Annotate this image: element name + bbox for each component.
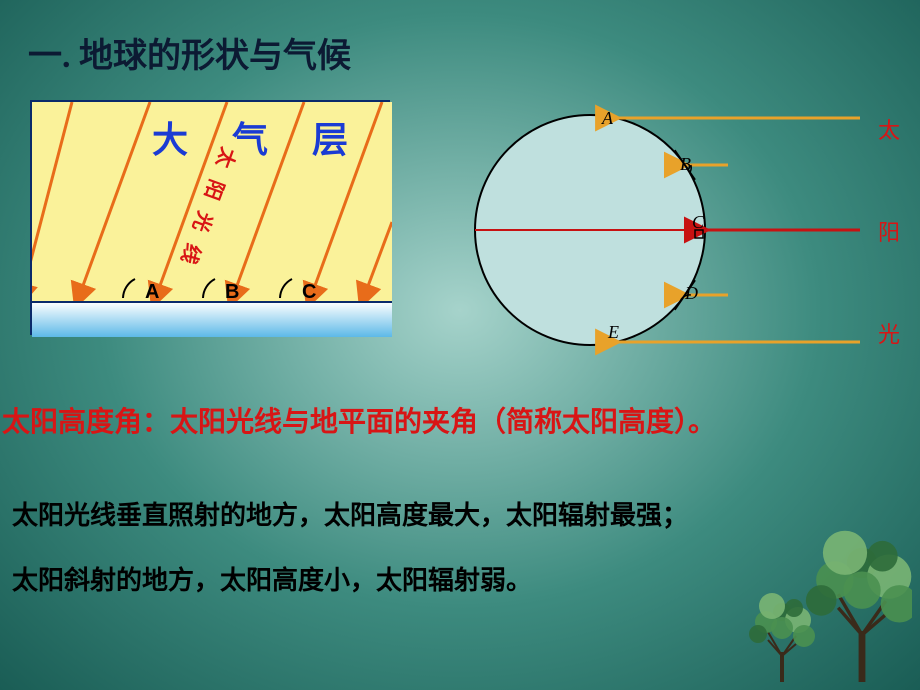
figure-globe: A B C D E 太阳光 xyxy=(430,100,900,365)
fig2-svg: A B C D E 太阳光 xyxy=(430,100,900,360)
svg-text:太: 太 xyxy=(878,118,900,143)
body-line-2: 太阳斜射的地方，太阳高度小，太阳辐射弱。 xyxy=(12,560,532,597)
svg-text:E: E xyxy=(607,322,619,342)
body-line-1: 太阳光线垂直照射的地方，太阳高度最大，太阳辐射最强； xyxy=(12,495,688,532)
svg-text:大: 大 xyxy=(152,119,188,160)
tree-decoration xyxy=(712,522,912,682)
svg-text:光: 光 xyxy=(878,322,900,347)
svg-text:C: C xyxy=(302,281,316,303)
figure-atmosphere: 大气层太阳光线ABC xyxy=(30,100,390,335)
svg-text:B: B xyxy=(680,154,691,174)
page-title: 一. 地球的形状与气候 xyxy=(28,28,351,77)
svg-text:阳: 阳 xyxy=(878,220,900,245)
svg-text:A: A xyxy=(601,108,614,128)
figures-row: 大气层太阳光线ABC ABCDE太阳光 xyxy=(30,100,920,365)
fig1-svg: 大气层太阳光线ABC xyxy=(32,102,392,337)
svg-text:D: D xyxy=(684,283,698,303)
svg-text:B: B xyxy=(225,281,239,303)
svg-text:A: A xyxy=(145,281,159,303)
svg-text:C: C xyxy=(692,212,705,232)
definition-text: 太阳高度角：太阳光线与地平面的夹角（简称太阳高度）。 xyxy=(2,400,716,440)
svg-text:层: 层 xyxy=(312,119,348,160)
